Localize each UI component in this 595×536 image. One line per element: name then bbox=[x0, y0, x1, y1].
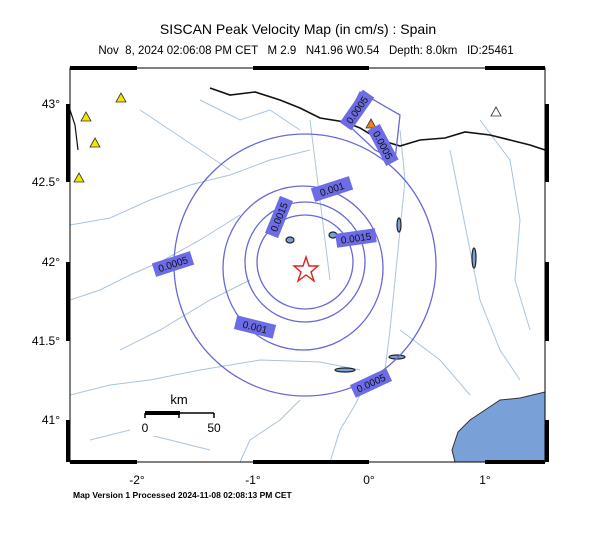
rivers bbox=[70, 99, 531, 462]
scale-end: 50 bbox=[207, 421, 221, 435]
latitude-label: 41° bbox=[42, 413, 60, 427]
sea bbox=[451, 391, 545, 462]
subtitle: Nov 8, 2024 02:06:08 PM CET M 2.9 N41.96… bbox=[98, 45, 513, 57]
scale-bar: km 0 50 bbox=[130, 392, 225, 436]
latitude-label: 42° bbox=[42, 255, 60, 269]
contour-label: 0.0015 bbox=[335, 228, 377, 248]
epicenter bbox=[292, 254, 320, 283]
frame bbox=[66, 66, 549, 464]
title: SISCAN Peak Velocity Map (in cm/s) : Spa… bbox=[160, 21, 436, 37]
contour-label-bg bbox=[233, 315, 277, 339]
latitude-label: 43° bbox=[42, 97, 60, 111]
contour-label-bg bbox=[310, 176, 354, 202]
contour-label-text: 0.0015 bbox=[340, 231, 372, 246]
scale-start: 0 bbox=[142, 421, 149, 435]
contour-label-bg bbox=[151, 251, 195, 277]
longitude-label: -1° bbox=[245, 473, 261, 487]
footer: Map Version 1 Processed 2024-11-08 02:08… bbox=[73, 490, 293, 500]
map: 0.00050.00050.0010.00150.00150.00050.001… bbox=[66, 66, 549, 464]
contour-label-bg bbox=[339, 89, 375, 131]
contour-label: 0.001 bbox=[233, 315, 277, 339]
latitude-label: 41.5° bbox=[32, 334, 60, 348]
longitude-label: -2° bbox=[129, 473, 145, 487]
contour-label-bg bbox=[349, 368, 393, 398]
latitude-label: 42.5° bbox=[32, 175, 60, 189]
reservoirs bbox=[285, 217, 477, 373]
longitude-label: 0° bbox=[363, 473, 375, 487]
contour-label-bg bbox=[265, 195, 293, 239]
coast bbox=[70, 109, 79, 151]
scale-unit: km bbox=[170, 392, 187, 407]
longitude-label: 1° bbox=[479, 473, 491, 487]
stations bbox=[73, 92, 502, 183]
contour-label-bg bbox=[335, 228, 377, 248]
contour-label-bg bbox=[367, 124, 399, 166]
